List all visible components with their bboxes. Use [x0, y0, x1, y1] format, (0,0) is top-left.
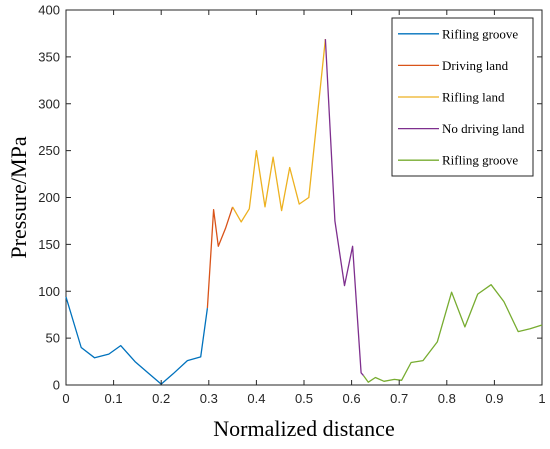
x-axis-ticks: 0 0.1 0.2 0.3 0.4 0.5 0.6 0.7 0.8 0.9 1 [62, 10, 546, 406]
x-tick-label: 0.1 [105, 391, 123, 406]
series-line-4 [324, 39, 364, 377]
x-tick-label: 1 [538, 391, 545, 406]
y-tick-label: 0 [53, 378, 60, 393]
series-lines [65, 39, 543, 385]
y-axis-title: Pressure/MPa [6, 136, 31, 258]
series-line-1 [65, 296, 209, 385]
y-tick-label: 100 [38, 284, 60, 299]
y-tick-label: 400 [38, 3, 60, 18]
series-line-2 [206, 206, 234, 309]
y-tick-label: 300 [38, 96, 60, 111]
legend-label: No driving land [442, 121, 525, 136]
y-tick-label: 350 [38, 49, 60, 64]
x-tick-label: 0.2 [152, 391, 170, 406]
y-axis-ticks: 0 50 100 150 200 250 300 350 400 [38, 3, 542, 393]
x-tick-label: 0.9 [485, 391, 503, 406]
legend-label: Rifling land [442, 90, 505, 105]
legend-label: Rifling groove [442, 153, 518, 168]
series-line-3 [232, 39, 327, 223]
series-line-5 [362, 284, 543, 383]
y-tick-label: 150 [38, 237, 60, 252]
y-tick-label: 200 [38, 190, 60, 205]
legend-label: Driving land [442, 58, 509, 73]
x-tick-label: 0.7 [390, 391, 408, 406]
x-tick-label: 0.5 [295, 391, 313, 406]
x-tick-label: 0 [62, 391, 69, 406]
x-tick-label: 0.4 [247, 391, 265, 406]
x-tick-label: 0.3 [200, 391, 218, 406]
x-axis-title: Normalized distance [213, 416, 394, 441]
legend: Rifling groove Driving land Rifling land No… [391, 17, 534, 177]
y-tick-label: 250 [38, 143, 60, 158]
x-tick-label: 0.6 [343, 391, 361, 406]
legend-label: Rifling groove [442, 26, 518, 41]
x-tick-label: 0.8 [438, 391, 456, 406]
y-tick-label: 50 [46, 331, 60, 346]
